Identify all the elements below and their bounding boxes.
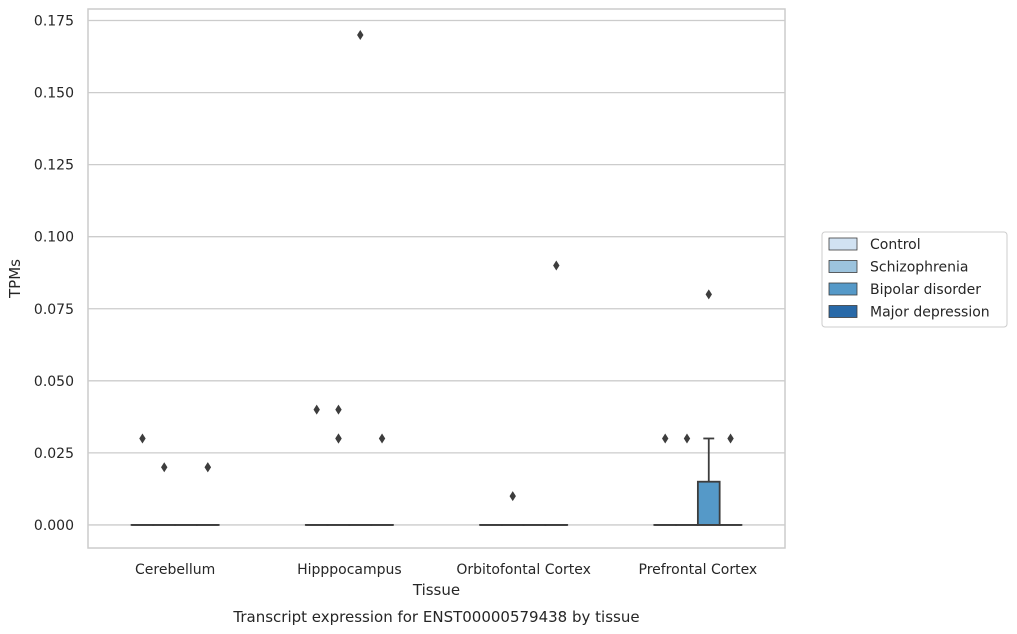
legend-swatch — [828, 282, 858, 296]
grid-lines — [88, 19, 785, 526]
outlier-point — [509, 491, 516, 502]
y-tick-label: 0.075 — [34, 302, 74, 318]
outlier-point — [378, 433, 386, 444]
box-group — [304, 404, 329, 526]
box-group — [653, 433, 677, 526]
box — [696, 480, 721, 526]
legend: Control Schizophrenia Bipolar disorder Majo… — [821, 231, 1008, 328]
outlier-point — [662, 433, 669, 444]
legend-swatch — [828, 237, 858, 251]
box-group — [544, 260, 569, 526]
outlier-point — [161, 462, 168, 473]
y-tick-label: 0.025 — [34, 446, 74, 462]
legend-label: Bipolar disorder — [870, 282, 981, 298]
y-axis-label: TPMs — [6, 259, 24, 299]
legend-swatch — [828, 260, 858, 273]
box-group — [326, 404, 351, 526]
box-group — [370, 433, 394, 526]
y-tick-label: 0.000 — [34, 518, 74, 534]
outlier-point — [357, 29, 364, 40]
plot-marks — [130, 29, 743, 526]
legend-label: Control — [870, 237, 921, 253]
legend-swatch — [828, 305, 858, 318]
outlier-point — [705, 289, 712, 300]
box-group — [718, 433, 743, 526]
box-group — [130, 433, 155, 526]
y-tick-label: 0.100 — [34, 230, 74, 246]
plot-frame — [87, 8, 786, 549]
legend-frame — [821, 231, 1008, 328]
outlier-point — [335, 404, 342, 415]
box-group — [696, 289, 721, 526]
outlier-point — [335, 433, 342, 444]
y-tick-label: 0.050 — [34, 374, 74, 390]
y-tick-labels: 0.000 0.025 0.050 0.075 0.100 0.125 0.150 0.175 — [34, 14, 74, 534]
y-tick-label: 0.150 — [34, 86, 74, 102]
legend-label: Schizophrenia — [870, 260, 968, 276]
chart-caption: Transcript expression for ENST0000057943… — [232, 608, 639, 626]
x-tick-label: Hipppocampus — [297, 562, 402, 578]
x-tick-label: Orbitofontal Cortex — [456, 562, 591, 578]
box-group — [152, 462, 177, 526]
outlier-point — [683, 433, 691, 444]
x-axis-label: Tissue — [412, 581, 460, 599]
box-group — [500, 491, 525, 526]
outlier-point — [727, 433, 734, 444]
y-tick-label: 0.175 — [34, 14, 74, 30]
legend-label: Major depression — [870, 305, 990, 321]
x-tick-label: Prefrontal Cortex — [639, 562, 758, 578]
x-tick-labels: Cerebellum Hipppocampus Orbitofontal Corte… — [135, 562, 757, 578]
outlier-point — [313, 404, 320, 415]
box-group — [196, 462, 220, 526]
x-tick-label: Cerebellum — [135, 562, 215, 578]
box-group — [348, 29, 373, 526]
box-group — [675, 433, 699, 526]
y-tick-label: 0.125 — [34, 158, 74, 174]
outlier-point — [204, 462, 211, 473]
outlier-point — [553, 260, 560, 271]
outlier-point — [139, 433, 146, 444]
